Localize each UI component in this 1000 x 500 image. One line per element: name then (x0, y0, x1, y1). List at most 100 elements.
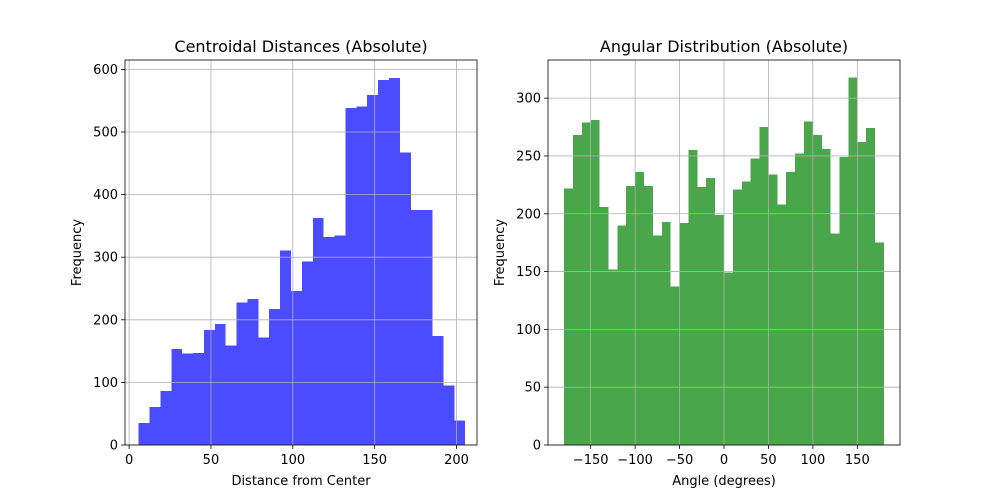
y-axis: 0 100 200 300 400 500 600 (93, 63, 125, 454)
bar (741, 181, 751, 445)
bar (280, 250, 292, 445)
y-tick-label: 0 (533, 439, 541, 454)
bar (697, 187, 707, 445)
plot-frame (124, 59, 478, 446)
bar (454, 420, 466, 445)
x-axis: −150 −100 −50 0 50 100 150 (573, 445, 870, 468)
bar (203, 329, 215, 445)
y-tick-label: 200 (93, 313, 118, 328)
angular-distribution-histogram: −150 −100 −50 0 50 100 150 0 50 100 150 200 250 300 An… (493, 37, 901, 489)
chart-title: Centroidal Distances (Absolute) (174, 37, 427, 56)
bar (214, 324, 226, 445)
bar (581, 122, 591, 445)
bar (291, 291, 302, 445)
bar (247, 299, 259, 445)
bar (149, 406, 161, 445)
bar (138, 423, 150, 445)
x-tick-label: 150 (845, 453, 870, 468)
bar (626, 186, 636, 445)
bar (160, 391, 172, 445)
x-tick-label: −100 (617, 453, 653, 468)
bar (564, 188, 573, 446)
bar (839, 157, 849, 445)
chart-title: Angular Distribution (Absolute) (600, 37, 848, 56)
x-axis: 0 50 100 150 200 (125, 445, 469, 468)
bar (617, 225, 627, 445)
bar (759, 127, 769, 445)
bar (608, 269, 618, 445)
y-axis: 0 50 100 150 200 250 300 (516, 92, 548, 454)
bar (236, 302, 248, 445)
x-tick-label: 50 (203, 453, 220, 468)
bar (857, 142, 867, 445)
bar (830, 233, 840, 445)
bar (301, 261, 313, 445)
bar (866, 128, 876, 446)
y-tick-label: 50 (524, 381, 541, 396)
x-tick-label: 200 (444, 453, 469, 468)
bar (848, 77, 858, 445)
bar (312, 217, 324, 445)
y-tick-label: 300 (93, 251, 118, 266)
y-tick-label: 250 (516, 149, 541, 164)
y-axis-label: Frequency (70, 219, 85, 286)
bar (795, 153, 804, 445)
bar (334, 235, 346, 445)
bars (138, 78, 466, 446)
bar (269, 309, 281, 445)
y-tick-label: 0 (110, 439, 118, 454)
bar (644, 186, 653, 445)
bar (812, 135, 822, 445)
bar (875, 242, 884, 445)
y-tick-label: 300 (516, 92, 541, 107)
y-axis-label: Frequency (493, 219, 508, 286)
y-tick-label: 600 (93, 63, 118, 78)
bar (572, 135, 582, 445)
y-tick-label: 150 (516, 265, 541, 280)
bar (804, 121, 813, 445)
bar (786, 172, 796, 445)
bar (670, 286, 680, 445)
bar (777, 204, 787, 445)
bar (732, 189, 742, 445)
bar (378, 80, 389, 445)
bar (768, 174, 778, 445)
bar (432, 336, 444, 445)
x-tick-label: 50 (760, 453, 777, 468)
bar (590, 120, 600, 445)
bar (750, 158, 760, 446)
bar (635, 172, 644, 445)
x-tick-label: 0 (720, 453, 728, 468)
x-tick-label: −150 (573, 453, 609, 468)
bar (171, 349, 183, 445)
y-tick-label: 500 (93, 125, 118, 140)
bar (389, 78, 400, 445)
x-axis-label: Distance from Center (231, 474, 371, 489)
x-tick-label: 100 (800, 453, 825, 468)
bar (821, 149, 831, 445)
y-tick-label: 100 (93, 376, 118, 391)
bar (599, 206, 609, 445)
bar (706, 177, 716, 446)
bar (724, 272, 733, 445)
x-tick-label: 100 (280, 453, 305, 468)
bar (356, 106, 368, 446)
bar (182, 353, 194, 445)
bar (345, 108, 357, 446)
y-tick-label: 200 (516, 207, 541, 222)
bar (258, 337, 270, 445)
y-tick-label: 100 (516, 323, 541, 338)
bar (443, 385, 455, 445)
bar (661, 221, 671, 445)
x-axis-label: Angle (degrees) (672, 474, 776, 489)
bar (421, 210, 433, 445)
centroidal-distance-histogram: 0 50 100 150 200 0 100 200 300 400 500 600 Centroida… (70, 37, 478, 489)
x-tick-label: 0 (125, 453, 133, 468)
bar (410, 210, 422, 445)
bar (323, 237, 335, 445)
bar (193, 352, 204, 445)
bar (652, 235, 662, 445)
y-tick-label: 400 (93, 188, 118, 203)
bar (688, 150, 698, 445)
